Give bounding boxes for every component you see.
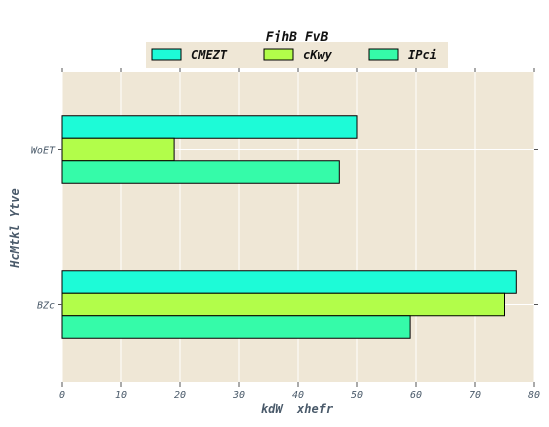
x-tick-label: 20: [174, 390, 186, 401]
x-tick-label: 50: [351, 390, 363, 401]
bar-cKwy-BZc: [61, 292, 505, 317]
legend: CMEZT cKwy IPci: [146, 42, 448, 68]
y-tick-label: WoET: [31, 146, 56, 157]
legend-label-cKwy: cKwy: [303, 48, 333, 62]
x-tick-label: 40: [292, 390, 304, 401]
bar-cKwy-WoET: [61, 137, 175, 162]
x-tick-label: 60: [410, 390, 422, 401]
chart-title: FjhB FvB: [266, 30, 329, 45]
legend-swatch-cKwy: [263, 48, 294, 61]
x-tick-label: 10: [115, 390, 127, 401]
x-ticks: 0 10 20 30 40 50 60 70 80: [59, 68, 540, 401]
x-tick-label: 0: [59, 390, 65, 401]
legend-label-CMEZT: CMEZT: [191, 48, 228, 62]
y-tick-label: BZc: [37, 301, 55, 312]
x-axis-label: kdW xhefr: [261, 402, 334, 416]
x-tick-label: 80: [528, 390, 540, 401]
x-tick-label: 70: [469, 390, 481, 401]
x-tick-label: 30: [232, 390, 245, 401]
bar-IPci-BZc: [61, 315, 411, 339]
y-axis-label: HcMtkl Ytve: [8, 188, 22, 268]
bar-CMEZT-BZc: [61, 270, 517, 294]
bars: [61, 115, 517, 339]
legend-swatch-CMEZT: [151, 48, 182, 61]
y-ticks: WoET BZc: [31, 146, 538, 312]
legend-swatch-IPci: [368, 48, 399, 61]
legend-label-IPci: IPci: [408, 48, 437, 62]
bar-IPci-WoET: [61, 160, 340, 184]
bar-CMEZT-WoET: [61, 115, 358, 139]
